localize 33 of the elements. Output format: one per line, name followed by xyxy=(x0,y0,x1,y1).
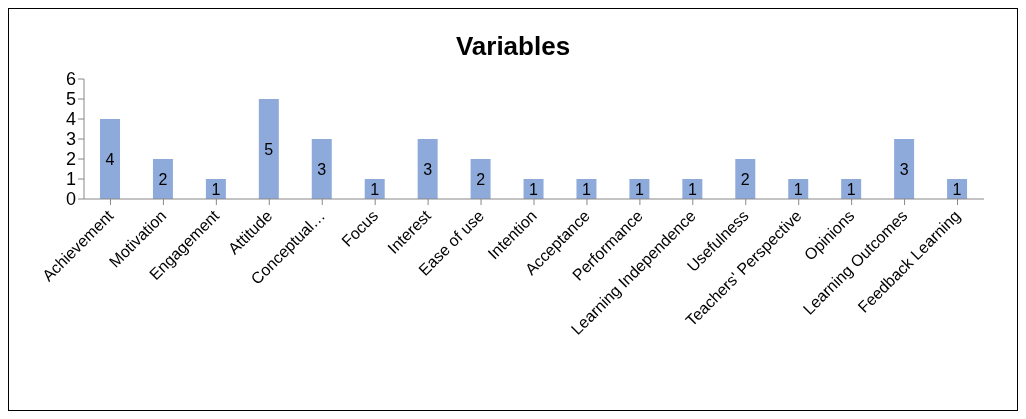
data-label: 4 xyxy=(105,150,115,168)
data-label: 2 xyxy=(740,170,750,188)
data-label: 1 xyxy=(529,180,539,198)
bar xyxy=(894,139,915,199)
bar xyxy=(470,159,491,199)
data-label: 2 xyxy=(476,170,486,188)
bar xyxy=(152,159,173,199)
bar xyxy=(735,159,756,199)
data-label: 3 xyxy=(899,160,909,178)
data-label: 1 xyxy=(952,180,962,198)
y-tick-label: 6 xyxy=(65,69,76,90)
data-label: 1 xyxy=(793,180,803,198)
data-label: 3 xyxy=(423,160,433,178)
data-label: 1 xyxy=(370,180,380,198)
data-label: 1 xyxy=(634,180,644,198)
bar xyxy=(100,119,120,199)
y-tick-label: 5 xyxy=(65,89,76,110)
data-label: 5 xyxy=(264,140,274,158)
data-label: 3 xyxy=(317,160,327,178)
data-label: 1 xyxy=(582,180,592,198)
chart-title: Variables xyxy=(454,31,572,62)
y-tick-label: 2 xyxy=(65,149,76,170)
data-label: 1 xyxy=(846,180,856,198)
data-label: 1 xyxy=(687,180,697,198)
bar xyxy=(311,139,332,199)
y-tick-label: 3 xyxy=(65,129,76,150)
bar xyxy=(417,139,438,199)
y-tick-label: 0 xyxy=(65,189,76,210)
y-tick-label: 4 xyxy=(65,109,76,130)
y-tick-label: 1 xyxy=(65,169,76,190)
data-label: 2 xyxy=(158,170,168,188)
bar xyxy=(258,99,279,199)
data-label: 1 xyxy=(211,180,221,198)
